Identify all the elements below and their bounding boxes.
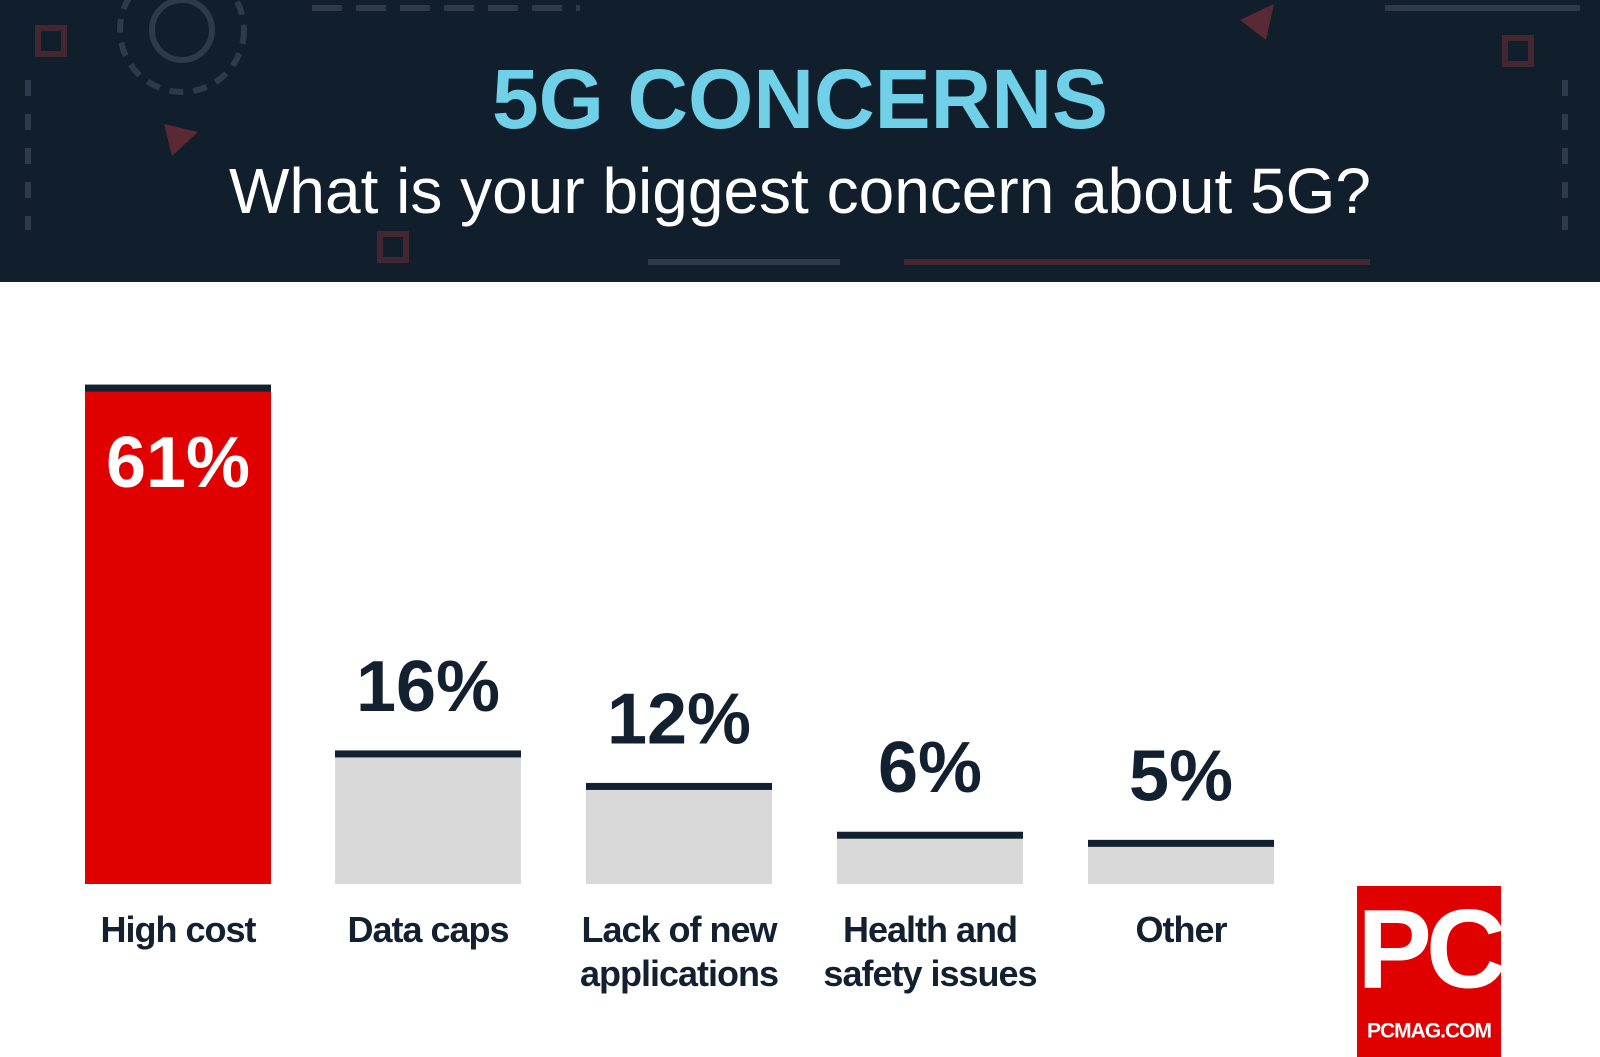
bar — [586, 786, 772, 884]
header-decoration — [25, 0, 1580, 265]
value-label: 5% — [1129, 736, 1233, 816]
value-label: 6% — [878, 728, 982, 808]
logo-url: PCMAG.COM — [1367, 1020, 1492, 1043]
header-decoration — [164, 124, 198, 156]
category-label: Lack of new applications — [579, 909, 779, 994]
logo-text: PC — [1357, 887, 1504, 1012]
bar-cap — [1088, 839, 1274, 847]
bar — [1088, 843, 1274, 884]
bar-cap — [85, 384, 271, 392]
bar — [335, 753, 521, 884]
bar-cap — [335, 750, 521, 758]
value-label: 61% — [106, 423, 250, 503]
bar-cap — [586, 782, 772, 790]
value-label: 16% — [356, 647, 500, 727]
category-label: Other — [1135, 909, 1227, 950]
bar-cap — [837, 831, 1023, 839]
value-label: 12% — [607, 679, 751, 759]
category-label: Health and safety issues — [823, 909, 1037, 994]
category-label: High cost — [100, 909, 256, 950]
bar — [837, 835, 1023, 884]
logo-box — [1357, 886, 1501, 1057]
bar — [85, 388, 271, 884]
header-band — [0, 0, 1600, 282]
category-label: Data caps — [347, 909, 509, 950]
chart-subtitle: What is your biggest concern about 5G? — [229, 155, 1371, 227]
header-decoration — [1240, 4, 1274, 40]
chart-title: 5G CONCERNS — [492, 52, 1108, 146]
